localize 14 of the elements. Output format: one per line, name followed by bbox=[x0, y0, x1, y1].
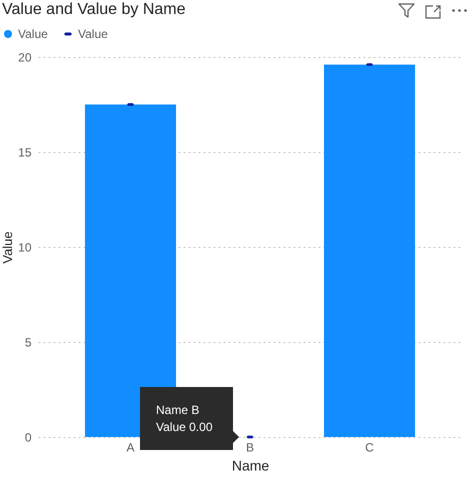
x-tick-label: C bbox=[365, 440, 374, 454]
x-tick-label: A bbox=[126, 440, 135, 454]
x-tick-label: B bbox=[246, 440, 254, 454]
y-tick-label: 20 bbox=[18, 50, 32, 64]
y-tick-label: 15 bbox=[18, 146, 32, 160]
y-tick-label: 10 bbox=[18, 240, 32, 254]
annotation: Name B Value 0.00 bbox=[156, 402, 212, 436]
y-tick-label: 5 bbox=[24, 336, 32, 350]
chart-title: Value and Value by Name bbox=[2, 1, 186, 18]
y-axis-title: Value bbox=[0, 231, 16, 264]
x-axis-title: Name bbox=[232, 458, 270, 474]
y-tick-label: 0 bbox=[24, 430, 32, 444]
legend-label: Value bbox=[18, 27, 48, 41]
legend-label: Value bbox=[78, 27, 108, 41]
